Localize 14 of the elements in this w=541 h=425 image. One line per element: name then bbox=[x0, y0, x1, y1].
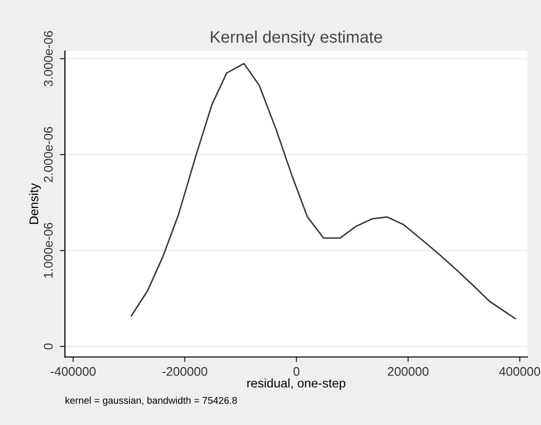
x-tick-label: 400000 bbox=[499, 367, 540, 376]
y-tick-label: 0 bbox=[44, 343, 53, 350]
chart-title: Kernel density estimate bbox=[210, 30, 382, 46]
x-axis-title: residual, one-step bbox=[247, 378, 346, 390]
y-tick-label: 3.000e-06 bbox=[44, 31, 53, 86]
text: kernel = gaussian, bandwidth = 75426.8 bbox=[66, 396, 237, 406]
y-tick-label: 1.000e-06 bbox=[44, 222, 53, 278]
y-tick-label: 2.000e-06 bbox=[44, 126, 53, 182]
x-tick-label: -400000 bbox=[50, 367, 96, 376]
line-series bbox=[130, 62, 516, 320]
x-tick-label: -200000 bbox=[162, 367, 208, 376]
x-tick-label: 200000 bbox=[388, 367, 428, 376]
x-tick-label: 0 bbox=[293, 367, 300, 376]
y-axis-title: Density bbox=[29, 183, 41, 224]
